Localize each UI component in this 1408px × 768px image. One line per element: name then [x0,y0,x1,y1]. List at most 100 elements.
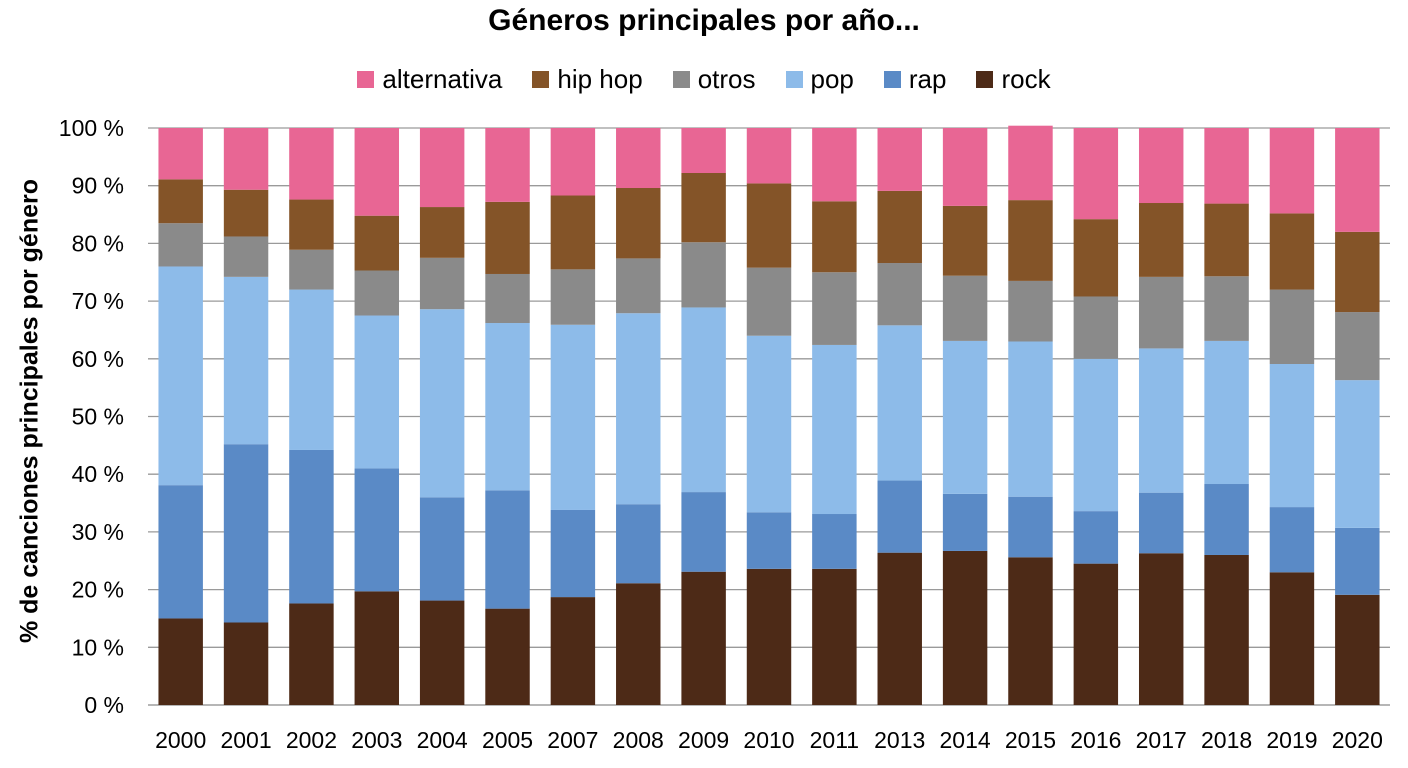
bar-segment-alternativa-2018 [1204,128,1249,204]
y-tick-label: 30 % [72,519,124,545]
y-tick-label: 90 % [72,173,124,199]
legend-swatch [672,71,690,88]
bar-segment-rap-2004 [419,497,465,601]
bar-segment-otros-2010 [746,267,792,336]
bar-segment-otros-2004 [419,257,465,310]
bar-segment-hip-hop-2000 [158,179,203,224]
bar-segment-pop-2010 [746,335,792,513]
x-tick-label: 2020 [1332,727,1383,753]
x-tick-label: 2003 [351,727,402,753]
y-tick-label: 10 % [72,634,124,660]
bar-segment-otros-2005 [485,273,530,324]
bar-segment-alternativa-2017 [1138,128,1184,204]
bar-segment-otros-2007 [550,269,596,325]
y-tick-label: 50 % [72,404,124,430]
bar-segment-rock-2002 [289,603,334,705]
bar-segment-alternativa-2013 [877,128,922,191]
bar-segment-hip-hop-2015 [1008,200,1053,281]
bar-segment-alternativa-2009 [681,128,726,174]
bar-segment-rock-2018 [1204,554,1249,705]
bar-segment-hip-hop-2003 [354,215,400,271]
bar-segment-rock-2014 [942,550,988,705]
bar-segment-alternativa-2002 [289,128,334,200]
bar-segment-pop-2003 [354,315,400,469]
legend-item-alternativa: alternativa [357,64,502,95]
bar-segment-otros-2018 [1204,276,1249,341]
bar-segment-rap-2020 [1335,527,1380,595]
bar-segment-otros-2017 [1138,276,1184,349]
bar-segment-pop-2020 [1335,380,1380,528]
bar-segment-rap-2014 [942,493,988,551]
bar-segment-rap-2007 [550,509,596,598]
bar-segment-rock-2020 [1335,594,1380,705]
legend: alternativa hip hop otros pop rap rock [0,64,1408,95]
x-tick-label: 2008 [613,727,664,753]
bar-segment-otros-2015 [1008,280,1053,342]
y-tick-label: 70 % [72,288,124,314]
bar-segment-rap-2019 [1269,507,1315,573]
legend-label: rap [908,64,947,94]
x-tick-label: 2017 [1136,727,1187,753]
bar-segment-hip-hop-2016 [1073,219,1119,297]
bar-segment-rock-2001 [223,622,269,705]
bar-segment-hip-hop-2017 [1138,203,1184,277]
bar-segment-rock-2019 [1269,572,1315,705]
bar-segment-rap-2011 [812,514,857,569]
bar-segment-pop-2011 [812,344,857,515]
bar-segment-alternativa-2003 [354,128,400,216]
bar-segment-pop-2015 [1008,341,1053,497]
bar-segment-otros-2019 [1269,289,1315,364]
axis-ticks: 0 % 10 % 20 % 30 % 40 % 50 % 60 % 70 % 80 % 90 % 1… [59,115,1383,753]
bar-segment-rock-2004 [419,600,465,705]
bar-segment-rock-2016 [1073,563,1119,705]
bar-segment-pop-2000 [158,266,203,486]
bar-segment-otros-2013 [877,263,922,326]
bar-segment-hip-hop-2013 [877,190,922,264]
bar-segment-hip-hop-2002 [289,199,334,250]
bar-segment-alternativa-2001 [223,128,269,190]
bar-segment-hip-hop-2009 [681,173,726,243]
bar-segment-otros-2020 [1335,312,1380,381]
bar-segment-rap-2016 [1073,511,1119,564]
y-tick-label: 40 % [72,461,124,487]
bars [158,125,1380,705]
bar-segment-alternativa-2014 [942,128,988,206]
bar-segment-rock-2010 [746,568,792,705]
x-tick-label: 2005 [482,727,533,753]
bar-segment-rap-2009 [681,492,726,572]
bar-segment-hip-hop-2014 [942,205,988,276]
bar-segment-hip-hop-2001 [223,189,269,237]
x-tick-label: 2004 [417,727,468,753]
x-tick-label: 2019 [1266,727,1317,753]
bar-segment-pop-2019 [1269,363,1315,508]
bar-segment-hip-hop-2007 [550,195,596,270]
legend-swatch [976,71,994,88]
bar-segment-rap-2018 [1204,484,1249,555]
x-tick-label: 2014 [940,727,991,753]
bar-segment-rap-2003 [354,468,400,592]
bar-segment-alternativa-2015 [1008,125,1053,201]
bar-segment-rap-2013 [877,480,922,553]
legend-swatch [357,71,375,88]
legend-label: rock [1001,64,1051,94]
bar-segment-pop-2001 [223,276,269,445]
y-tick-label: 60 % [72,346,124,372]
legend-swatch [532,71,550,88]
legend-item-rock: rock [976,64,1051,95]
x-tick-label: 2007 [547,727,598,753]
x-tick-label: 2001 [220,727,271,753]
bar-segment-rock-2007 [550,597,596,705]
bar-segment-otros-2009 [681,242,726,308]
legend-label: hip hop [557,64,643,94]
bar-segment-hip-hop-2018 [1204,203,1249,277]
bar-segment-alternativa-2020 [1335,128,1380,232]
bar-segment-alternativa-2007 [550,128,596,196]
bar-segment-pop-2008 [616,313,661,505]
bar-segment-pop-2013 [877,325,922,481]
bar-segment-hip-hop-2004 [419,207,465,258]
bar-segment-rap-2008 [616,504,661,584]
bar-segment-rock-2015 [1008,557,1053,705]
legend-label: alternativa [382,64,503,94]
bar-segment-rock-2013 [877,552,922,705]
